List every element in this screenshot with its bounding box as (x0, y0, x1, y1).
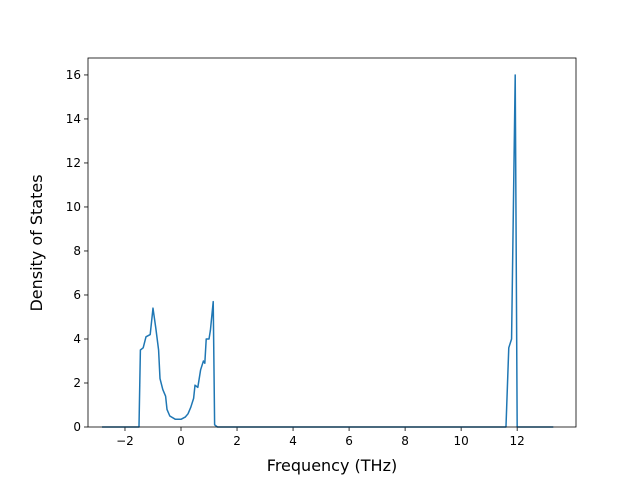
y-tick-label: 2 (73, 376, 81, 390)
x-tick-label: 10 (454, 434, 469, 448)
y-tick-label: 12 (66, 156, 81, 170)
plot-frame (87, 57, 577, 428)
y-tick-label: 10 (66, 200, 81, 214)
y-tick-label: 0 (73, 420, 81, 434)
x-tick-label: 4 (289, 434, 297, 448)
x-tick-label: 0 (177, 434, 185, 448)
y-axis-label: Density of States (27, 174, 46, 311)
x-tick-label: −2 (116, 434, 134, 448)
x-axis-label: Frequency (THz) (267, 456, 397, 475)
y-tick-label: 14 (66, 112, 81, 126)
y-tick-label: 16 (66, 68, 81, 82)
x-tick-label: 2 (233, 434, 241, 448)
x-tick-label: 12 (510, 434, 525, 448)
line (102, 74, 554, 428)
x-tick-label: 8 (401, 434, 409, 448)
x-tick-label: 6 (345, 434, 353, 448)
y-tick-label: 6 (73, 288, 81, 302)
y-tick-label: 8 (73, 244, 81, 258)
y-tick-label: 4 (73, 332, 81, 346)
